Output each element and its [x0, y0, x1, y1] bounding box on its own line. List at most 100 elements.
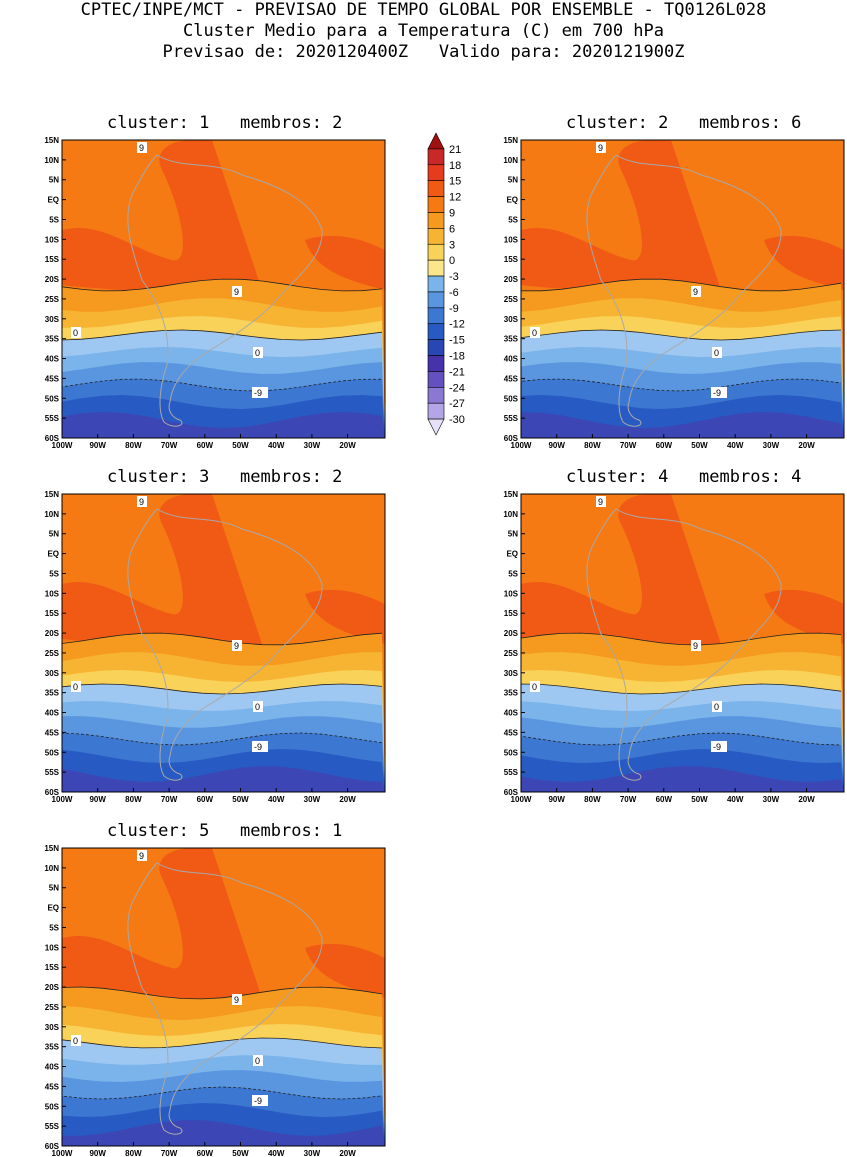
- contour-9: [521, 632, 842, 646]
- map-panel-5: 9 9 0 0 -9 15N 10N 5N EQ 5S 10S 15S 20S 25S 30S 35S 40S 4…: [44, 844, 386, 1157]
- lat-label: 15S: [45, 963, 60, 972]
- colorbar-segment: [427, 387, 445, 404]
- colorbar-label: 0: [449, 255, 455, 267]
- contour-label-9-bg: [137, 850, 147, 861]
- lon-label: 40W: [268, 1149, 285, 1157]
- contour-label-0: 0: [73, 682, 78, 692]
- warm-core-region: [521, 140, 723, 309]
- lat-label: 15S: [504, 609, 519, 618]
- contour-label-minus-9: -9: [254, 388, 262, 398]
- lat-label: 20S: [45, 983, 60, 992]
- lat-label: 55S: [45, 768, 60, 777]
- warm-core-region: [62, 140, 264, 309]
- colorbar-label: 3: [449, 239, 455, 251]
- lat-label: 25S: [504, 649, 519, 658]
- map-frame: [61, 847, 386, 1147]
- map-panel-4: 9 9 0 0 -9 15N 10N 5N EQ 5S 10S 15S 20S 25S 30S 35S 40S 4…: [503, 490, 845, 804]
- warm-core-region: [521, 494, 723, 663]
- colorbar-segment: [427, 148, 445, 166]
- lat-label: 5N: [508, 176, 518, 185]
- contour-9: [62, 986, 383, 1000]
- contour-label-9: 9: [234, 995, 239, 1005]
- colorbar-segment: [427, 259, 445, 277]
- lat-label: 15S: [45, 255, 60, 264]
- colorbar-label: -9: [449, 303, 459, 315]
- lat-label: 5N: [49, 884, 59, 893]
- contour-label-0-bg: [71, 327, 81, 338]
- lat-label: 30S: [45, 1023, 60, 1032]
- lat-label: 10N: [44, 156, 59, 165]
- lon-label: 50W: [691, 795, 708, 804]
- lat-label: 50S: [45, 748, 60, 757]
- lat-label: 45S: [504, 374, 519, 383]
- colorbar: 21 18 15 12 9 6 3 0 -3 -6 -9 -12 -15 -18 -21 -24 -27 -30: [427, 132, 465, 436]
- lat-label: 5S: [508, 215, 518, 224]
- colorbar-segment: [427, 228, 445, 245]
- lat-label: 40S: [45, 355, 60, 364]
- colorbar-segment: [427, 275, 445, 293]
- lon-label: 60W: [197, 1149, 214, 1157]
- lat-label: 10N: [503, 510, 518, 519]
- contour-label-0: 0: [255, 348, 260, 358]
- warm-core-east: [764, 235, 844, 290]
- lat-label: 45S: [45, 728, 60, 737]
- lat-label: 60S: [45, 788, 60, 797]
- lat-label: 35S: [504, 335, 519, 344]
- lon-label: 20W: [798, 441, 815, 450]
- lon-label: 40W: [727, 795, 744, 804]
- lat-label: 35S: [504, 689, 519, 698]
- warm-core-region: [62, 848, 264, 1017]
- contour-label-9: 9: [598, 143, 603, 153]
- lat-label: 20S: [504, 629, 519, 638]
- lon-label: 20W: [798, 795, 815, 804]
- contour-9: [62, 632, 383, 646]
- lat-label: 20S: [45, 629, 60, 638]
- contour-label-0: 0: [714, 348, 719, 358]
- lat-label: 30S: [504, 669, 519, 678]
- lat-label: 55S: [504, 414, 519, 423]
- map-frame: [61, 493, 386, 793]
- lon-label: 30W: [763, 795, 780, 804]
- band-minus-18: [521, 412, 844, 438]
- lon-label: 30W: [304, 795, 321, 804]
- warm-core-east: [305, 235, 385, 290]
- contour-label-9-bg: [137, 496, 147, 507]
- colorbar-label: -3: [449, 271, 459, 283]
- lat-label: 35S: [45, 1043, 60, 1052]
- contour-label-9-bg: [232, 286, 242, 297]
- lon-label: 20W: [339, 1149, 356, 1157]
- lat-label: 60S: [504, 788, 519, 797]
- warm-core-east: [305, 589, 385, 644]
- colorbar-arrow-top: [427, 132, 445, 150]
- lat-label: 25S: [45, 1003, 60, 1012]
- lon-label: 90W: [548, 795, 565, 804]
- contour-0: [521, 329, 842, 341]
- colorbar-label: 6: [449, 223, 455, 235]
- lat-label: 25S: [504, 295, 519, 304]
- band-minus-18: [521, 766, 844, 792]
- lat-label: 60S: [504, 434, 519, 443]
- lat-label: 10S: [45, 589, 60, 598]
- contour-label-minus-9-bg: [252, 387, 268, 398]
- contour-9: [62, 278, 383, 292]
- lat-label: 55S: [45, 1122, 60, 1131]
- contour-label-9-bg: [691, 640, 701, 651]
- lon-label: 60W: [197, 795, 214, 804]
- lon-label: 40W: [268, 441, 285, 450]
- lat-label: 50S: [504, 394, 519, 403]
- lat-label: EQ: [506, 196, 518, 205]
- warm-core-region: [62, 494, 264, 663]
- lon-label: 80W: [125, 441, 142, 450]
- lat-label: 20S: [45, 275, 60, 284]
- colorbar-segment: [427, 164, 445, 181]
- contour-label-9-bg: [137, 142, 147, 153]
- panel-4-title: cluster: 4 membros: 4: [566, 467, 802, 487]
- contour-label-0-bg: [253, 1055, 263, 1066]
- contour-label-minus-9: -9: [254, 742, 262, 752]
- contour-label-0-bg: [71, 681, 81, 692]
- contour-0: [62, 683, 383, 695]
- map-frame: [520, 139, 845, 439]
- lon-label: 30W: [304, 1149, 321, 1157]
- lat-label: 15N: [44, 844, 59, 853]
- contour-minus-9: [62, 732, 383, 746]
